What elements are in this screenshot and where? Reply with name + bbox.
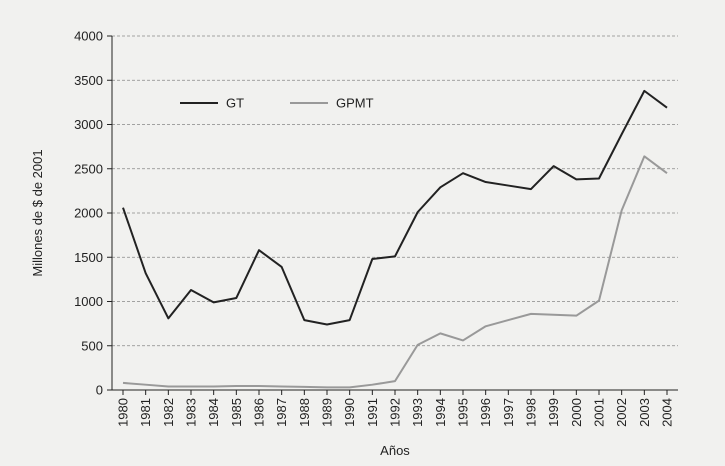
legend-label: GPMT (336, 96, 374, 111)
y-tick-label: 0 (96, 383, 103, 398)
line-series (122, 155, 668, 389)
legend-label: GT (226, 96, 244, 111)
x-tick-label: 1998 (524, 398, 539, 427)
y-tick-label: 2000 (74, 206, 103, 221)
x-tick-label: 1988 (297, 398, 312, 427)
x-tick-label: 1993 (410, 398, 425, 427)
y-axis-label: Millones de $ de 2001 (30, 149, 45, 276)
x-tick-label: 2003 (637, 398, 652, 427)
x-tick-label: 1984 (206, 398, 221, 427)
y-tick-label: 3500 (74, 73, 103, 88)
x-tick-label: 1990 (342, 398, 357, 427)
x-tick-label: 1999 (546, 398, 561, 427)
x-tick-label: 2002 (614, 398, 629, 427)
x-tick-label: 1989 (320, 398, 335, 427)
y-tick-label: 3000 (74, 117, 103, 132)
x-tick-label: 1994 (433, 398, 448, 427)
y-tick-label: 4000 (74, 29, 103, 44)
x-tick-label: 2004 (660, 398, 675, 427)
x-tick-label: 1982 (161, 398, 176, 427)
x-tick-label: 1981 (138, 398, 153, 427)
x-tick-label: 1991 (365, 398, 380, 427)
line-series (122, 89, 668, 326)
y-tick-label: 500 (81, 338, 103, 353)
x-tick-label: 2001 (592, 398, 607, 427)
y-tick-label: 1500 (74, 250, 103, 265)
x-tick-label: 1996 (478, 398, 493, 427)
x-tick-label: 1997 (501, 398, 516, 427)
x-tick-label: 1995 (456, 398, 471, 427)
x-tick-label: 1992 (388, 398, 403, 427)
x-tick-label: 1980 (116, 398, 131, 427)
x-tick-label: 2000 (569, 398, 584, 427)
y-tick-label: 1000 (74, 294, 103, 309)
x-tick-label: 1987 (274, 398, 289, 427)
x-tick-label: 1986 (252, 398, 267, 427)
x-tick-label: 1985 (229, 398, 244, 427)
x-axis-label: Años (380, 443, 410, 458)
y-tick-label: 2500 (74, 161, 103, 176)
x-tick-label: 1983 (184, 398, 199, 427)
